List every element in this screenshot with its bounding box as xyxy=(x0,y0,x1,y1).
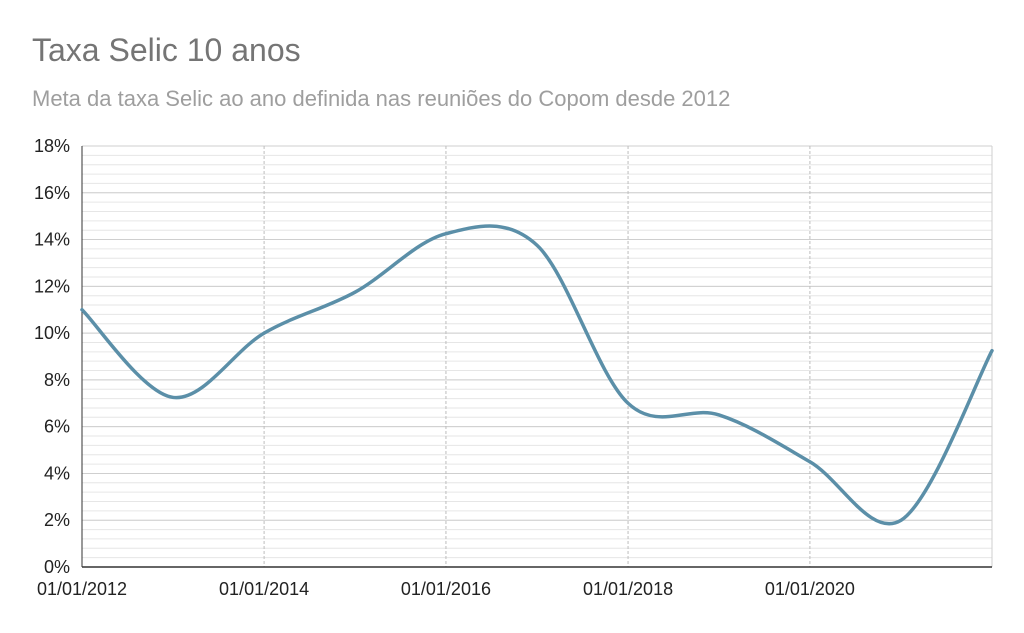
y-tick-label: 16% xyxy=(34,183,70,203)
y-tick-label: 14% xyxy=(34,230,70,250)
major-gridlines xyxy=(82,145,992,567)
x-tick-label: 01/01/2014 xyxy=(219,579,309,599)
axes xyxy=(81,146,993,568)
x-tick-label: 01/01/2018 xyxy=(583,579,673,599)
y-tick-label: 18% xyxy=(34,136,70,156)
chart-title: Taxa Selic 10 anos xyxy=(32,32,301,68)
x-tick-label: 01/01/2016 xyxy=(401,579,491,599)
y-tick-label: 0% xyxy=(44,557,70,577)
chart-subtitle: Meta da taxa Selic ao ano definida nas r… xyxy=(32,86,731,111)
y-tick-labels: 0% 2% 4% 6% 8% 10% 12% 14% 16% 18% xyxy=(34,136,70,577)
x-tick-label: 01/01/2020 xyxy=(765,579,855,599)
series-line xyxy=(80,224,994,526)
x-tick-labels: 01/01/2012 01/01/2014 01/01/2016 01/01/2018… xyxy=(37,579,855,599)
y-tick-label: 12% xyxy=(34,276,70,296)
y-tick-label: 2% xyxy=(44,510,70,530)
y-tick-label: 4% xyxy=(44,463,70,483)
y-tick-label: 6% xyxy=(44,417,70,437)
x-tick-label: 01/01/2012 xyxy=(37,579,127,599)
y-tick-label: 8% xyxy=(44,370,70,390)
y-tick-label: 10% xyxy=(34,323,70,343)
minor-gridlines xyxy=(82,154,992,559)
series-layer xyxy=(80,224,994,526)
